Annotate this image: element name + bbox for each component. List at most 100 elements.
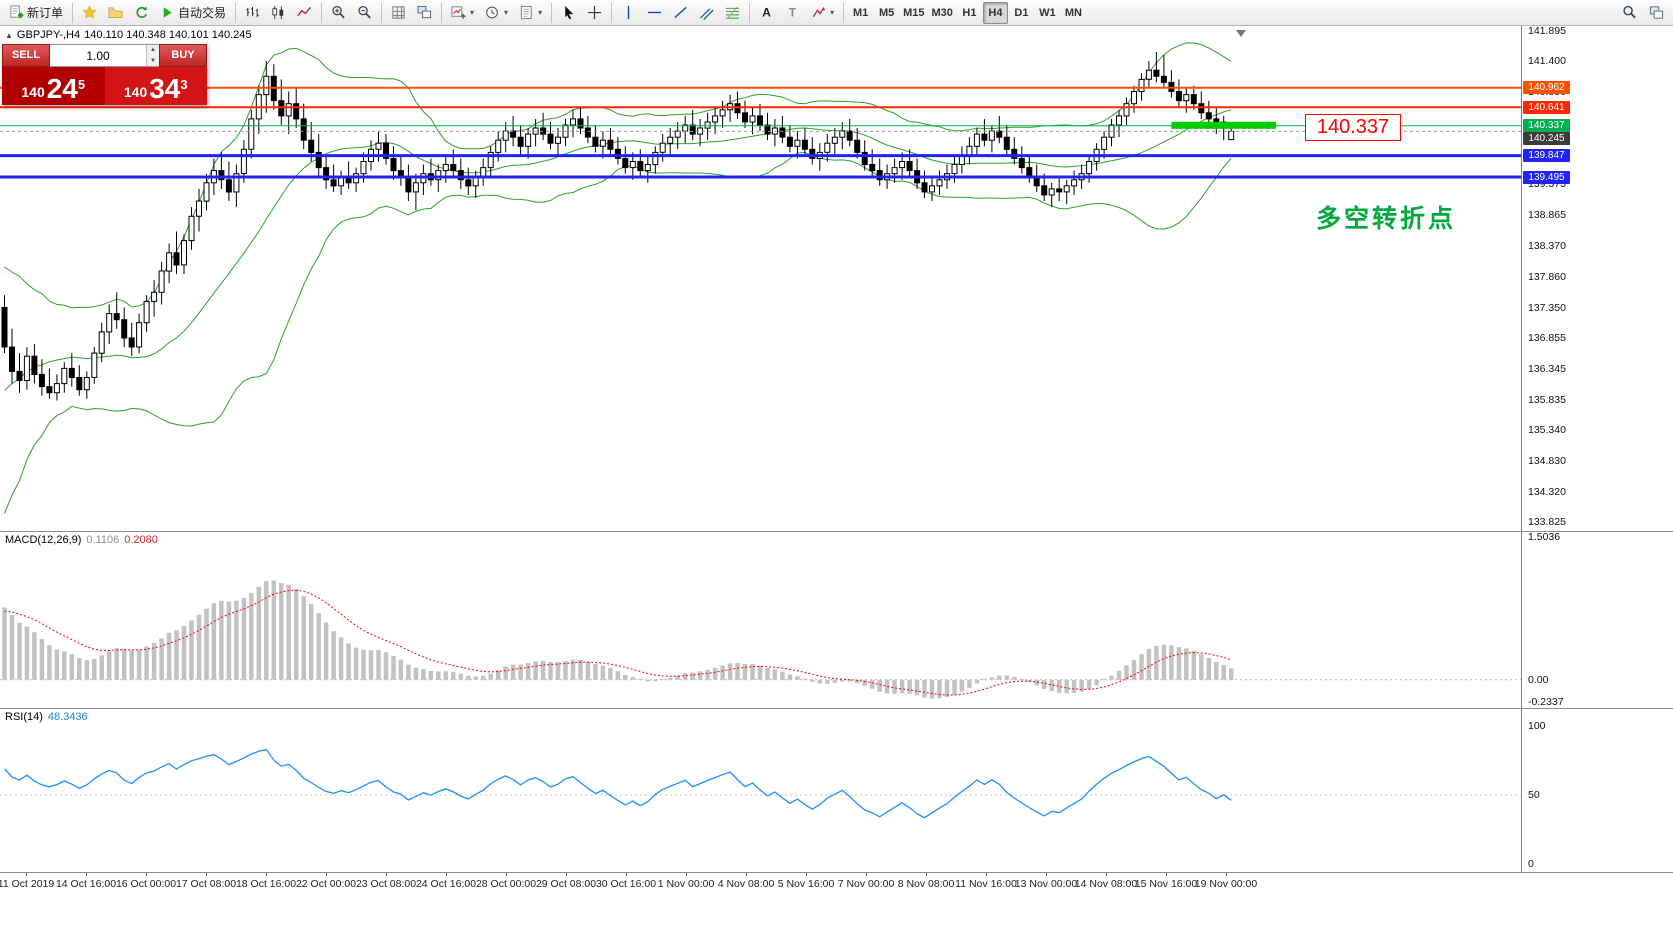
volume-input[interactable] (50, 45, 146, 66)
time-tick (1226, 873, 1227, 876)
price-tick: 136.855 (1528, 331, 1566, 344)
time-tick (566, 873, 567, 876)
price-level-badge: 139.495 (1523, 170, 1570, 184)
text-a-icon: A (759, 5, 774, 20)
sell-button[interactable]: SELL (2, 44, 50, 67)
rsi-axis-label: 100 (1528, 720, 1546, 732)
tile-windows-button[interactable] (412, 2, 437, 24)
cursor-button[interactable] (556, 2, 581, 24)
rsi-axis-label: 50 (1528, 789, 1540, 801)
symbol-info: ▲ GBPJPY-,H4 140.110 140.348 140.101 140.2… (5, 29, 256, 41)
zoom-out-button[interactable] (352, 2, 377, 24)
time-tick (266, 873, 267, 876)
bar-chart-button[interactable] (240, 2, 265, 24)
time-axis[interactable]: 11 Oct 2019 14 Oct 16:00 16 Oct 00:00 17 Oc… (0, 872, 1673, 896)
search-button[interactable] (1617, 2, 1642, 24)
new-chart-dropdown[interactable]: ▾ (446, 2, 479, 24)
text-t-icon: T (785, 5, 800, 20)
time-label: 28 Oct 00:00 (475, 878, 537, 890)
rsi-axis-label: 0 (1528, 858, 1534, 870)
profiles-button[interactable] (103, 2, 128, 24)
main-chart-panel[interactable] (0, 26, 1521, 531)
price-tick: 141.400 (1528, 55, 1566, 68)
price-tick: 137.350 (1528, 301, 1566, 314)
dropdown-arrow-icon: ▾ (470, 8, 475, 17)
line-chart-button[interactable] (292, 2, 317, 24)
price-tick: 134.320 (1528, 485, 1566, 498)
timeframe-h4-button[interactable]: H4 (982, 1, 1008, 24)
macd-panel[interactable]: MACD(12,26,9) 0.1106 0.2080 (0, 531, 1521, 708)
horizontal-line-button[interactable] (642, 2, 667, 24)
price-tick: 137.860 (1528, 270, 1566, 283)
volume-decrease-button[interactable]: ▼ (147, 55, 159, 66)
templates-dropdown[interactable]: ▾ (514, 2, 547, 24)
trendline-button[interactable] (668, 2, 693, 24)
current-price-badge: 140.245 (1523, 131, 1570, 145)
candlestick-chart-button[interactable] (266, 2, 291, 24)
rsi-panel[interactable]: RSI(14) 48.3436 (0, 708, 1521, 872)
new-order-icon (9, 5, 24, 20)
buy-price-display[interactable]: 140 34 3 (104, 67, 207, 105)
price-tick: 138.865 (1528, 209, 1566, 222)
text-button[interactable]: A (754, 2, 779, 24)
chart-note[interactable]: 多空转折点 (1316, 205, 1457, 233)
cursor-icon (561, 5, 576, 20)
time-label: 18 Oct 16:00 (235, 878, 297, 890)
price-callout[interactable]: 140.337 (1305, 114, 1401, 141)
macd-canvas[interactable] (0, 531, 1521, 708)
price-level-badge: 140.641 (1523, 100, 1570, 114)
timeframe-m30-button[interactable]: M30 (929, 2, 956, 24)
timeframe-d1-button[interactable]: D1 (1009, 2, 1034, 24)
main-chart-canvas[interactable] (0, 26, 1521, 531)
price-axis[interactable]: 141.895141.400140.890140.385139.880139.3… (1521, 25, 1673, 872)
crosshair-button[interactable] (582, 2, 607, 24)
toolbar: 新订单 自动交易 ▾ ▾ ▾ A T ▾ M1 M5 M15 M30 H1 H4 D1 W1 MN (0, 0, 1673, 26)
toolbar-separator (381, 2, 383, 23)
rsi-canvas[interactable] (0, 708, 1521, 872)
timeframe-m1-button[interactable]: M1 (848, 2, 873, 24)
timeframe-m15-button[interactable]: M15 (900, 2, 927, 24)
macd-axis-label: -0.2337 (1528, 696, 1564, 708)
time-tick (926, 873, 927, 876)
new-window-button[interactable] (1644, 2, 1669, 24)
autotrading-button[interactable]: 自动交易 (155, 2, 231, 24)
toolbar-separator (749, 2, 751, 23)
time-tick (866, 873, 867, 876)
arrows-button[interactable]: ▾ (806, 2, 839, 24)
timeframe-m30-button-label: M30 (931, 6, 953, 19)
time-label: 23 Oct 08:00 (355, 878, 417, 890)
zoom-in-button[interactable] (326, 2, 351, 24)
timeframe-w1-button[interactable]: W1 (1035, 2, 1060, 24)
price-level-badge: 140.962 (1523, 81, 1570, 95)
volume-increase-button[interactable]: ▲ (147, 45, 159, 56)
time-label: 30 Oct 16:00 (595, 878, 657, 890)
periodicity-dropdown[interactable]: ▾ (480, 2, 513, 24)
refresh-button[interactable] (129, 2, 154, 24)
time-tick (86, 873, 87, 876)
macd-panel-separator[interactable] (0, 531, 1673, 532)
price-tick: 138.370 (1528, 239, 1566, 252)
toolbar-separator (235, 2, 237, 23)
timeframe-m5-button[interactable]: M5 (874, 2, 899, 24)
new-order-button[interactable]: 新订单 (4, 2, 68, 24)
sell-price-display[interactable]: 140 24 5 (2, 67, 105, 105)
rsi-panel-separator[interactable] (0, 708, 1673, 709)
vertical-line-button[interactable] (616, 2, 641, 24)
grid-button[interactable] (386, 2, 411, 24)
fibonacci-button[interactable] (720, 2, 745, 24)
text-label-button[interactable]: T (780, 2, 805, 24)
equidistant-channel-button[interactable] (694, 2, 719, 24)
tline-icon (673, 5, 688, 20)
time-label: 14 Nov 08:00 (1074, 878, 1138, 890)
search-icon (1622, 5, 1637, 20)
windows-icon (1649, 5, 1664, 20)
arrows-icon (811, 5, 826, 20)
toolbar-separator (843, 2, 845, 23)
timeframe-h1-button[interactable]: H1 (957, 2, 982, 24)
buy-button[interactable]: BUY (159, 44, 207, 67)
collapse-one-click-icon[interactable]: ▲ (5, 31, 13, 40)
favorites-button[interactable] (77, 2, 102, 24)
time-label: 29 Oct 08:00 (535, 878, 597, 890)
timeframe-mn-button[interactable]: MN (1061, 2, 1086, 24)
timeframe-m5-button-label: M5 (878, 6, 895, 19)
